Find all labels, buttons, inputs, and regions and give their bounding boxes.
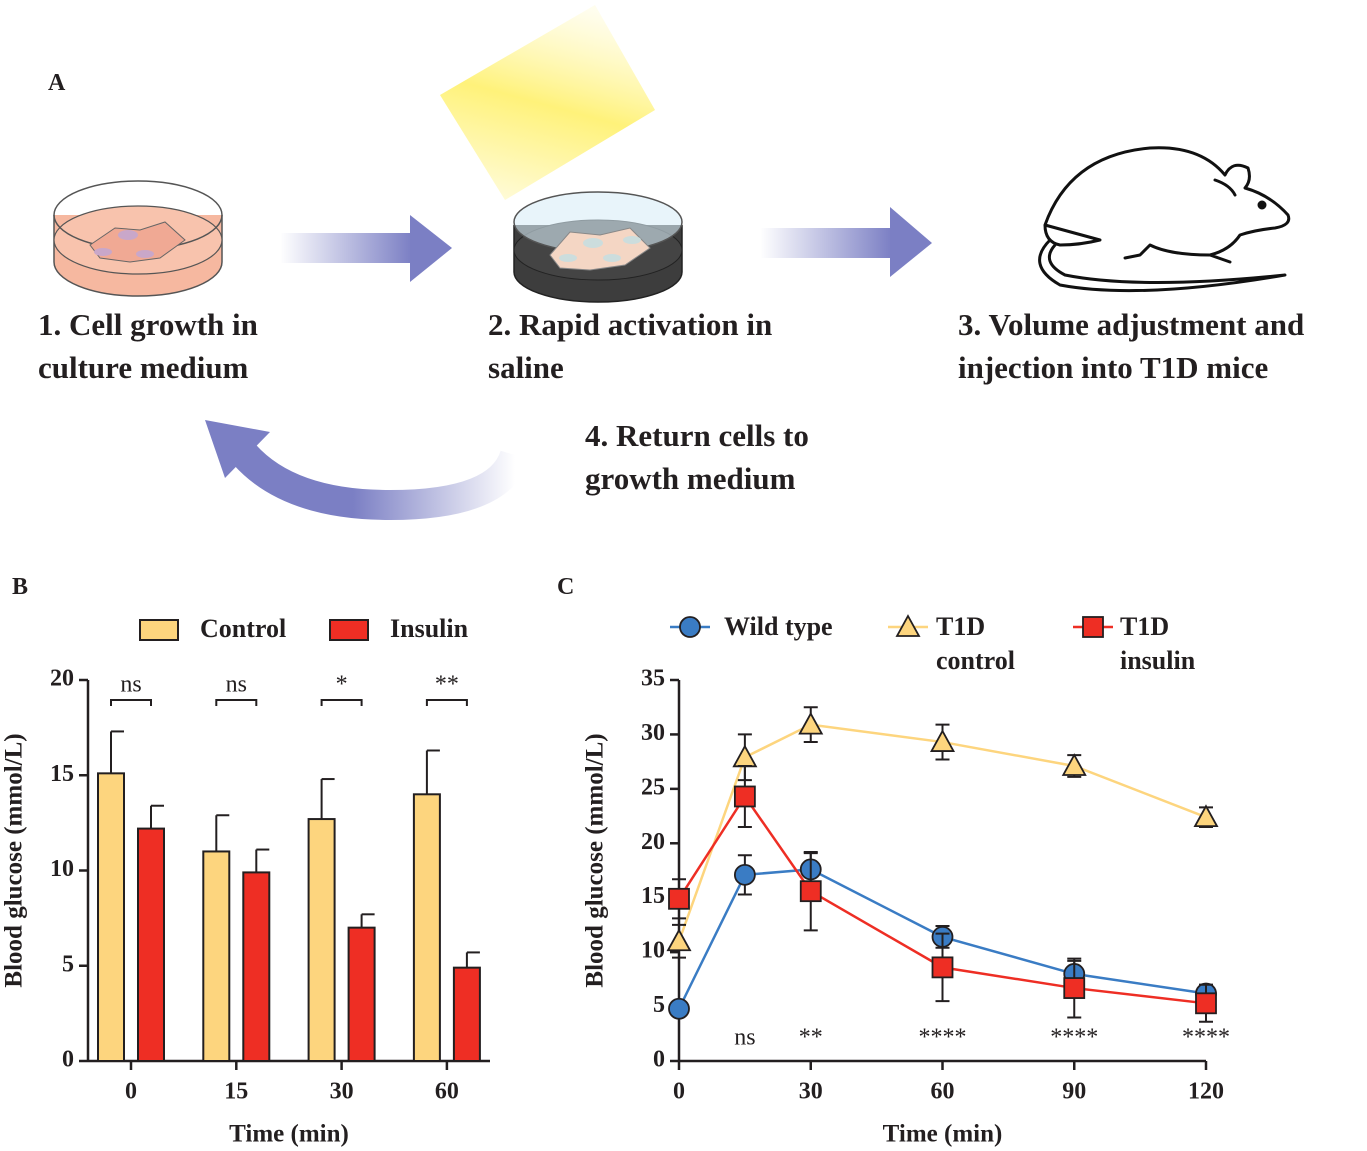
x-tick-label: 60: [931, 1079, 955, 1105]
bar: [97, 772, 125, 1062]
y-tick-label: 5: [653, 992, 665, 1018]
legend-marker: [895, 614, 921, 637]
x-tick-label: 120: [1188, 1079, 1224, 1105]
marker: [1193, 804, 1219, 828]
significance-bracket: [215, 699, 258, 706]
dish-saline: [513, 191, 683, 303]
marker: [931, 956, 954, 979]
series-line: [677, 794, 1207, 1005]
x-axis-label: Time (min): [229, 1121, 349, 1148]
y-tick-label: 20: [50, 666, 74, 692]
y-tick-label: 0: [62, 1047, 74, 1073]
step-label: 1. Cell growth in culture medium: [38, 307, 258, 385]
x-tick-label: 90: [1062, 1079, 1086, 1105]
y-axis-label: Blood glucose (mmol/L): [582, 733, 609, 987]
x-axis-label: Time (min): [883, 1121, 1003, 1148]
marker: [666, 928, 692, 952]
x-tick-label: 0: [673, 1079, 685, 1105]
bar: [242, 871, 271, 1063]
legend-label: T1D insulin: [1120, 612, 1196, 675]
significance-bracket: [320, 699, 363, 706]
legend-label: Insulin: [390, 614, 469, 643]
legend-swatch: [139, 619, 179, 641]
arrow: [760, 207, 932, 277]
legend-swatch: [329, 619, 369, 641]
significance-bracket: [425, 699, 468, 706]
series-line: [677, 868, 1207, 1010]
significance-label: **: [435, 672, 459, 698]
significance-label: **: [799, 1025, 823, 1051]
significance-label: ****: [919, 1025, 967, 1051]
mouse: [1038, 146, 1291, 293]
bar: [452, 966, 481, 1063]
significance-label: ns: [734, 1025, 755, 1051]
y-tick-label: 15: [50, 761, 74, 787]
return-arrow: [205, 420, 530, 521]
x-tick-label: 0: [125, 1079, 137, 1105]
y-tick-label: 35: [641, 666, 665, 692]
legend-label: T1D control: [936, 612, 1015, 675]
x-tick-label: 15: [224, 1079, 248, 1105]
x-tick-label: 60: [435, 1079, 459, 1105]
y-tick-label: 15: [641, 883, 665, 909]
significance-label: ****: [1050, 1025, 1098, 1051]
marker: [929, 729, 956, 752]
marker: [1195, 992, 1217, 1015]
step-label: 4. Return cells to growth medium: [585, 418, 809, 496]
x-tick-label: 30: [330, 1079, 354, 1105]
series-line: [677, 723, 1207, 942]
bar: [347, 926, 376, 1063]
legend-marker: [1082, 616, 1104, 638]
x-tick-label: 30: [799, 1079, 823, 1105]
y-tick-label: 20: [641, 829, 665, 855]
significance-bracket: [110, 699, 152, 706]
significance-label: ****: [1182, 1025, 1230, 1051]
bar: [202, 850, 231, 1063]
legend-marker: [679, 616, 701, 638]
bar: [412, 793, 441, 1062]
significance-label: ns: [120, 672, 141, 698]
dish-culture: [53, 180, 223, 297]
marker: [732, 744, 758, 768]
legend-label: Wild type: [724, 612, 833, 641]
y-tick-label: 25: [641, 774, 665, 800]
y-tick-label: 0: [653, 1047, 665, 1073]
marker: [668, 997, 690, 1020]
light-beam: [440, 5, 655, 200]
step-label: 3. Volume adjustment and injection into …: [958, 307, 1305, 385]
marker: [798, 711, 824, 735]
y-axis-label: Blood glucose (mmol/L): [1, 733, 28, 987]
marker: [1061, 753, 1087, 776]
panel-label: A: [48, 70, 66, 96]
significance-label: *: [336, 672, 348, 698]
bar: [137, 827, 165, 1063]
step-label: 2. Rapid activation in saline: [488, 307, 773, 385]
y-tick-label: 5: [62, 951, 74, 977]
marker: [733, 863, 756, 886]
marker: [733, 785, 756, 808]
panel-label: C: [557, 574, 575, 600]
marker: [1063, 977, 1086, 999]
y-tick-label: 10: [50, 856, 74, 882]
panel-label: B: [12, 574, 29, 600]
marker: [668, 887, 690, 910]
arrow: [280, 215, 452, 282]
marker: [799, 880, 822, 903]
legend-label: Control: [200, 614, 286, 643]
significance-label: ns: [226, 672, 247, 698]
bar: [307, 818, 336, 1062]
y-tick-label: 10: [641, 938, 665, 964]
y-tick-label: 30: [641, 720, 665, 746]
